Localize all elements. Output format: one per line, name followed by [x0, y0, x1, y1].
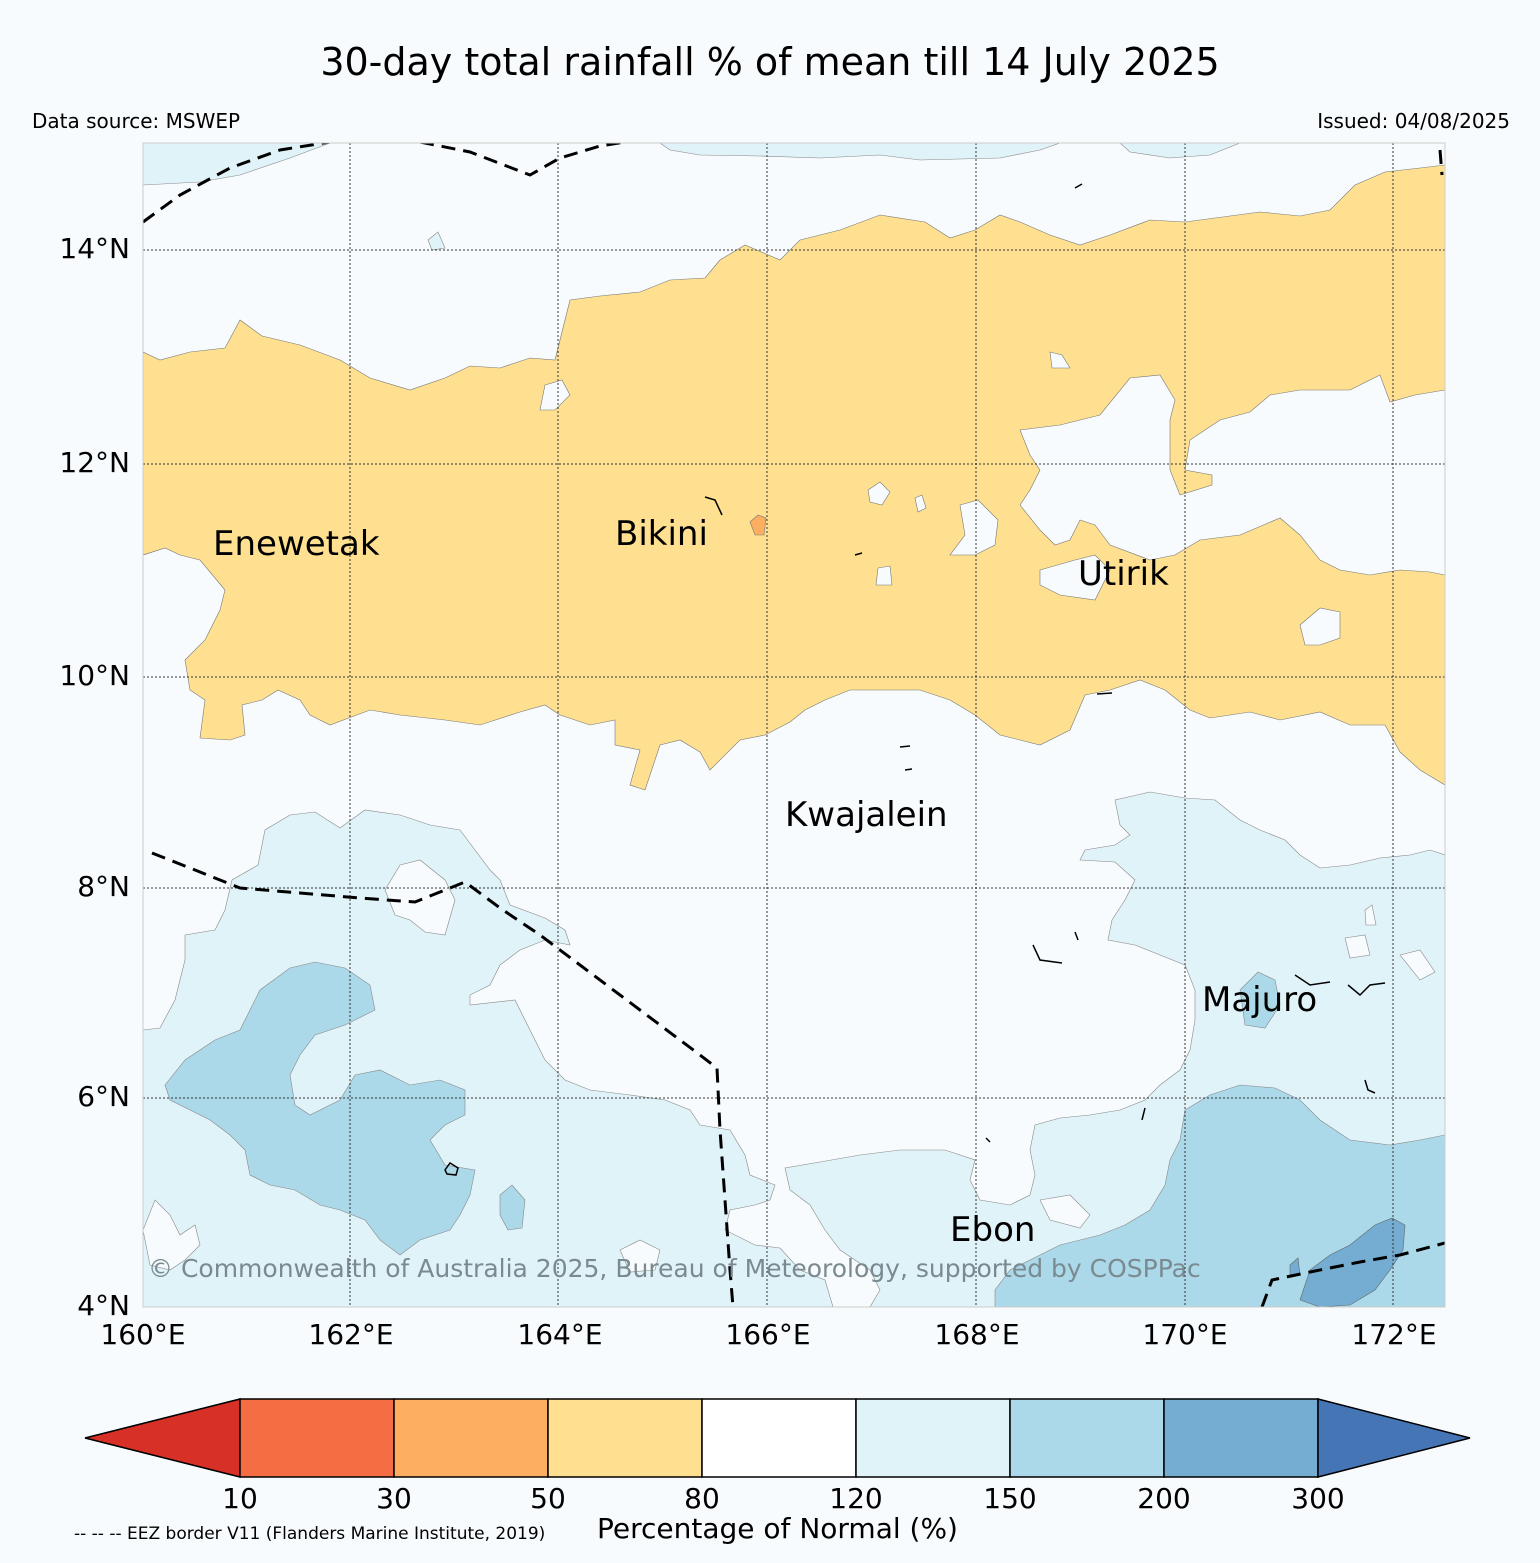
data-source: Data source: MSWEP	[32, 109, 241, 133]
colorbar-tick-30: 30	[376, 1482, 412, 1515]
map-title: 30-day total rainfall % of mean till 14 …	[320, 40, 1220, 84]
colorbar-tick-50: 50	[530, 1482, 566, 1515]
colorbar-tick-300: 300	[1291, 1482, 1345, 1515]
lon-label-166e: 166°E	[725, 1318, 811, 1351]
place-enewetak: Enewetak	[213, 524, 380, 564]
colorbar-above-300	[1317, 1398, 1471, 1478]
colorbar-120-150	[855, 1398, 1011, 1478]
map-plot-area	[143, 143, 1445, 1307]
lon-label-170e: 170°E	[1142, 1318, 1228, 1351]
lat-label-14n: 14°N	[59, 232, 130, 265]
lon-label-168e: 168°E	[934, 1318, 1020, 1351]
place-utirik: Utirik	[1078, 554, 1169, 594]
colorbar-below-10	[84, 1398, 241, 1478]
colorbar-title: Percentage of Normal (%)	[597, 1512, 958, 1545]
lon-label-164e: 164°E	[517, 1318, 603, 1351]
lat-label-10n: 10°N	[59, 659, 130, 692]
colorbar-80-120	[701, 1398, 857, 1478]
colorbar-30-50	[393, 1398, 549, 1478]
colorbar-tick-10: 10	[222, 1482, 258, 1515]
lon-label-160e: 160°E	[100, 1318, 186, 1351]
lat-label-8n: 8°N	[77, 870, 130, 903]
map-frame	[142, 142, 1446, 1308]
eez-border-note: -- -- -- EEZ border V11 (Flanders Marine…	[74, 1524, 546, 1544]
lat-label-4n: 4°N	[77, 1289, 130, 1322]
place-kwajalein: Kwajalein	[785, 795, 948, 835]
colorbar-200-300	[1163, 1398, 1319, 1478]
lon-label-172e: 172°E	[1351, 1318, 1437, 1351]
lat-label-6n: 6°N	[77, 1080, 130, 1113]
gridlines	[143, 143, 1445, 1307]
place-majuro: Majuro	[1202, 980, 1318, 1020]
lon-label-162e: 162°E	[308, 1318, 394, 1351]
colorbar	[84, 1398, 1471, 1478]
colorbar-tick-200: 200	[1137, 1482, 1191, 1515]
colorbar-tick-150: 150	[983, 1482, 1037, 1515]
wet-east-150-200	[994, 1084, 1445, 1307]
dry-band-50-80	[143, 164, 1445, 791]
islands	[444, 183, 1386, 1176]
patch-30-50	[749, 514, 767, 536]
colorbar-150-200	[1009, 1398, 1165, 1478]
wet-west-150-200	[164, 961, 476, 1256]
place-ebon: Ebon	[950, 1210, 1036, 1250]
issued-date: Issued: 04/08/2025	[1317, 109, 1510, 133]
copyright-notice: © Commonwealth of Australia 2025, Bureau…	[148, 1254, 1201, 1283]
colorbar-50-80	[547, 1398, 703, 1478]
colorbar-10-30	[239, 1398, 395, 1478]
colorbar-tick-120: 120	[829, 1482, 883, 1515]
place-bikini: Bikini	[615, 514, 708, 554]
eez-borders	[143, 143, 1445, 1307]
colorbar-tick-80: 80	[684, 1482, 720, 1515]
lat-label-12n: 12°N	[59, 446, 130, 479]
